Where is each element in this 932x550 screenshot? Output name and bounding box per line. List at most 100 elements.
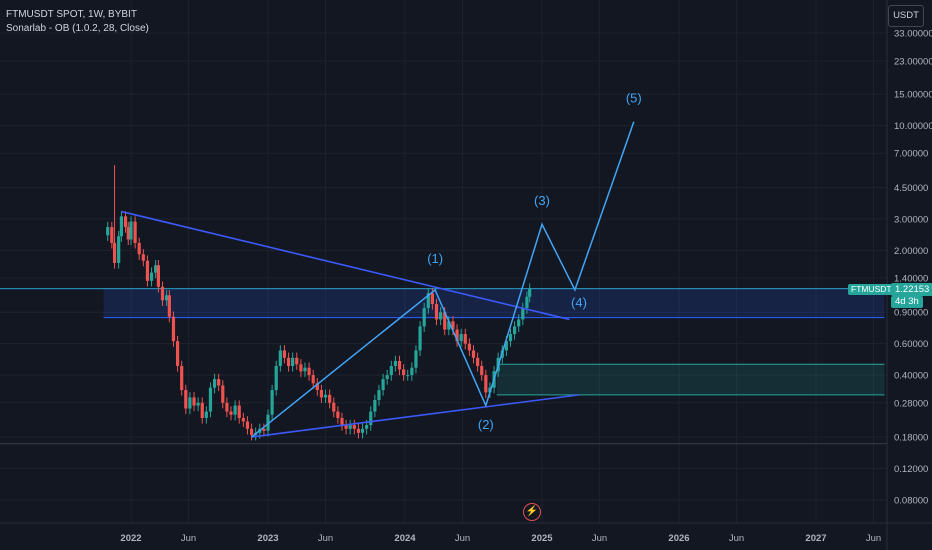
candle-body (119, 216, 124, 237)
candle-body (471, 350, 476, 358)
candle-body (149, 272, 154, 281)
candle-body (160, 286, 165, 301)
candle-body (262, 428, 266, 431)
candle-body (217, 379, 221, 386)
candle-body (426, 293, 430, 309)
candle-body (476, 357, 480, 366)
y-tick-label: 0.18000 (894, 433, 928, 444)
candle-body (521, 308, 525, 320)
candle-body (455, 329, 459, 342)
candle-body (282, 350, 287, 358)
candle-body (373, 400, 377, 412)
candle-body (504, 341, 508, 351)
candle-body (175, 341, 180, 366)
chart-legend: FTMUSDT SPOT, 1W, BYBIT Sonarlab - OB (1… (6, 8, 149, 36)
candle-body (229, 411, 233, 415)
x-tick-label: Jun (455, 533, 470, 544)
flash-icon[interactable]: ⚡ (523, 503, 541, 521)
ob-upper (103, 288, 885, 318)
candle-body (192, 397, 196, 406)
candle-body (145, 260, 150, 281)
candle-body (393, 360, 398, 366)
indicator-label[interactable]: Sonarlab - OB (1.0.2, 28, Close) (6, 23, 149, 34)
candle-body (406, 375, 410, 377)
y-tick-label: 0.90000 (894, 308, 928, 319)
candle-body (352, 425, 356, 429)
candle-body (188, 397, 192, 409)
candle-body (430, 293, 434, 305)
y-tick-label: 2.00000 (894, 246, 928, 257)
candle-body (328, 394, 332, 403)
y-tick-label: 23.00000 (894, 57, 932, 68)
candle-body (467, 343, 471, 351)
candle-body (443, 312, 447, 330)
candle-body (315, 383, 319, 391)
x-tick-label: Jun (729, 533, 744, 544)
bar-countdown: 4d 3h (891, 296, 923, 308)
candle-body (126, 227, 130, 240)
wave-label: (4) (571, 295, 587, 310)
candle-body (270, 390, 274, 415)
y-tick-label: 0.28000 (894, 398, 928, 409)
y-tick-label: 0.40000 (894, 371, 928, 382)
candle-body (225, 402, 229, 412)
candle-body (110, 227, 114, 243)
y-tick-label: 0.12000 (894, 464, 928, 475)
candle-body (237, 405, 241, 418)
candle-body (233, 405, 237, 415)
y-tick-label: 10.00000 (894, 121, 932, 132)
candle-body (356, 428, 361, 433)
y-tick-label: 4.50000 (894, 183, 928, 194)
candle-body (106, 227, 110, 236)
candle-body (137, 242, 141, 255)
wave-label: (5) (626, 90, 642, 105)
y-tick-label: 0.60000 (894, 339, 928, 350)
candle-body (241, 417, 245, 422)
x-tick-label: 2026 (668, 533, 689, 544)
candle-body (274, 365, 278, 391)
x-tick-label: 2024 (394, 533, 416, 544)
candle-body (212, 379, 217, 388)
candle-body (369, 411, 373, 426)
x-tick-label: 2025 (531, 533, 553, 544)
candle-body (418, 326, 422, 351)
candle-body (377, 390, 381, 401)
x-tick-label: 2023 (257, 533, 278, 544)
candle-body (525, 296, 529, 309)
candle-body (451, 321, 455, 330)
candle-body (508, 333, 513, 342)
candle-body (385, 375, 389, 380)
candle-body (208, 387, 213, 412)
candle-body (422, 308, 426, 327)
candle-body (266, 414, 270, 431)
candle-body (141, 254, 145, 261)
candle-body (204, 411, 208, 418)
candle-body (180, 365, 184, 391)
y-tick-label: 33.00000 (894, 29, 932, 40)
candle-body (299, 364, 303, 372)
x-tick-label: 2027 (805, 533, 826, 544)
candle-body (184, 390, 188, 409)
candle-body (311, 375, 315, 384)
candle-body (480, 365, 484, 376)
y-tick-label: 7.00000 (894, 149, 928, 160)
candle-body (291, 357, 295, 366)
candle-body (340, 417, 344, 426)
last-price-ticker: FTMUSDT (848, 284, 895, 295)
candle-body (402, 369, 406, 376)
candle-body (165, 295, 169, 301)
candle-body (245, 421, 250, 429)
candles (106, 165, 532, 441)
candle-body (295, 357, 299, 365)
candle-body (397, 360, 402, 370)
symbol-title[interactable]: FTMUSDT SPOT, 1W, BYBIT (6, 9, 137, 20)
candle-body (286, 357, 291, 366)
x-tick-label: 2022 (120, 533, 141, 544)
elliott-wave-path (251, 121, 635, 438)
candle-body (414, 350, 418, 368)
currency-button[interactable]: USDT (888, 5, 924, 27)
x-tick-label: Jun (866, 533, 881, 544)
y-tick-label: 3.00000 (894, 214, 928, 225)
candle-body (389, 365, 393, 376)
